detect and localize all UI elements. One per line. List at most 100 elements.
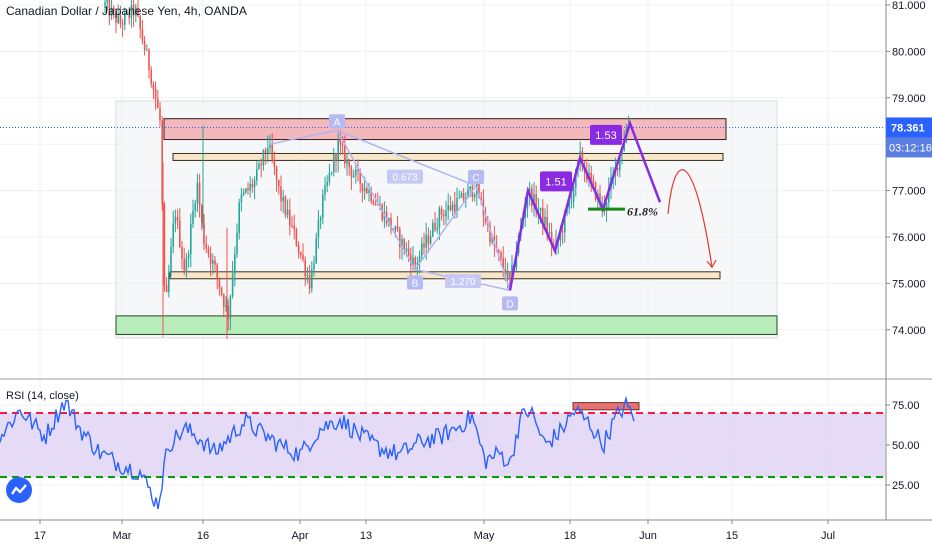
harmonic-leg	[475, 185, 511, 291]
candle-body	[275, 166, 278, 180]
candle-body	[311, 269, 313, 289]
time-tick-label: Apr	[291, 530, 308, 542]
candle-body	[363, 188, 366, 192]
harmonic-pattern: A B C D 0.673 1.270	[269, 114, 518, 311]
time-axis[interactable]: 17 Mar 16 Apr 13 May 18 Jun 15 Jul	[34, 520, 835, 542]
candle-body	[509, 271, 511, 279]
candle-body	[438, 208, 441, 228]
candle-body	[346, 159, 348, 164]
candle-body	[269, 144, 271, 149]
price-axis[interactable]: 81.00080.00079.00078.00077.00076.00075.0…	[886, 0, 926, 337]
candle-body	[451, 204, 454, 211]
candle-body	[212, 260, 214, 264]
candle-body	[293, 225, 295, 230]
candle-body	[359, 171, 361, 184]
candle-body	[207, 248, 210, 254]
candle-body	[139, 16, 141, 30]
candle-body	[286, 209, 289, 216]
rsi-axis[interactable]: 75.00 50.00 25.00	[886, 400, 920, 492]
candle-body	[258, 163, 260, 170]
candle-body	[330, 172, 333, 174]
harmonic-point-box	[502, 296, 518, 311]
candle-body	[119, 15, 122, 24]
candle-body	[421, 243, 423, 256]
harmonic-ratio-label: 1.270	[450, 277, 475, 288]
harmonic-point-label: B	[412, 278, 419, 289]
candle-body	[418, 255, 421, 263]
candle-body	[262, 149, 265, 166]
candle-body	[174, 216, 177, 224]
candle-body	[423, 243, 425, 248]
candle-body	[590, 172, 592, 180]
candle-body	[526, 196, 529, 209]
candle-body	[344, 145, 346, 164]
candle-body	[333, 154, 335, 173]
symbol-title[interactable]: Canadian Dollar / Japanese Yen, 4h, OAND…	[6, 4, 247, 18]
harmonic-point-box	[468, 169, 484, 184]
candle-body	[370, 190, 372, 202]
harmonic-ratio-box	[387, 169, 423, 184]
candle-body	[317, 220, 320, 239]
candle-body	[619, 154, 621, 171]
candle-body	[379, 204, 381, 206]
candle-body	[315, 238, 317, 264]
candle-body	[148, 49, 150, 70]
price-tick-label: 79.000	[892, 93, 926, 105]
candle-body	[302, 255, 304, 260]
candle-body	[141, 29, 144, 42]
candle-body	[157, 98, 159, 108]
candle-body	[238, 202, 240, 233]
rsi-indicator-label[interactable]: RSI (14, close)	[6, 390, 79, 402]
candle-body	[357, 169, 359, 172]
candle-body	[163, 204, 166, 286]
candle-body	[484, 214, 487, 223]
candle-body	[110, 7, 113, 16]
support-resistance-zones	[115, 118, 778, 335]
rsi-band	[0, 413, 885, 477]
candle-body	[278, 179, 280, 187]
candle-body	[352, 175, 355, 178]
price-tick-label: 80.000	[892, 46, 926, 58]
time-tick-label: 13	[360, 530, 372, 542]
candle-body	[412, 257, 414, 266]
candle-body	[449, 205, 452, 211]
candle-body	[533, 194, 535, 206]
candle-body	[196, 182, 199, 204]
candle-body	[394, 226, 397, 231]
candle-body	[236, 232, 238, 255]
candle-body	[377, 204, 379, 206]
candle-body	[115, 11, 117, 23]
candle-body	[130, 5, 133, 18]
candle-body	[511, 265, 513, 279]
candle-body	[198, 182, 201, 206]
candle-body	[313, 263, 315, 270]
candle-body	[240, 194, 243, 203]
candle-body	[548, 231, 551, 233]
candle-body	[473, 194, 476, 198]
rsi-tick-label: 25.00	[892, 480, 920, 492]
candle-body	[390, 217, 392, 229]
rsi-tick-label: 75.00	[892, 400, 920, 412]
candle-body	[152, 84, 155, 89]
candle-body	[256, 169, 258, 181]
price-tick-label: 81.000	[892, 0, 926, 12]
candle-body	[227, 305, 229, 319]
candle-body	[260, 163, 262, 166]
harmonic-ratio-label: 0.673	[392, 173, 417, 184]
candle-body	[469, 186, 471, 190]
candle-body	[368, 190, 370, 194]
candle-body	[284, 196, 287, 216]
candle-body	[605, 202, 608, 210]
harmonic-point-box	[407, 275, 423, 290]
projection-curve	[667, 169, 713, 268]
tradingview-logo-icon[interactable]	[6, 477, 32, 503]
candle-body	[201, 205, 203, 223]
candle-body	[132, 5, 135, 16]
candle-body	[295, 229, 298, 246]
candle-body	[245, 188, 247, 193]
candle-body	[220, 287, 223, 295]
candle-body	[172, 223, 174, 247]
candle-body	[447, 205, 449, 211]
candle-body	[267, 148, 269, 154]
